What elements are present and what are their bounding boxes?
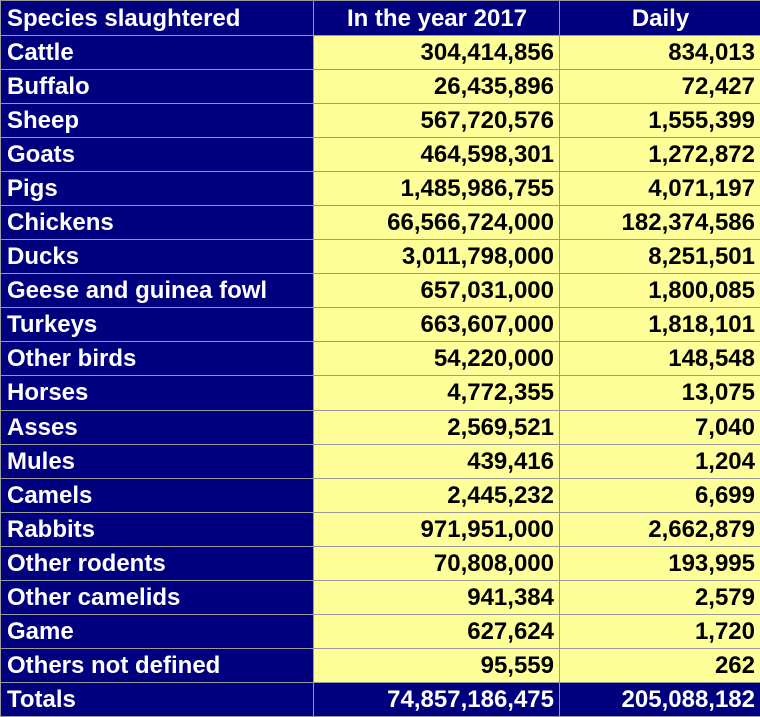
header-daily: Daily bbox=[559, 0, 760, 36]
species-cell: Other birds bbox=[0, 341, 314, 377]
year-cell: 66,566,724,000 bbox=[313, 205, 560, 241]
header-year: In the year 2017 bbox=[313, 0, 560, 36]
table-row: Mules 439,416 1,204 bbox=[0, 443, 760, 479]
year-cell: 464,598,301 bbox=[313, 137, 560, 173]
daily-cell: 262 bbox=[559, 647, 760, 684]
table-row: Chickens 66,566,724,000 182,374,586 bbox=[0, 205, 760, 241]
header-row: Species slaughtered In the year 2017 Dai… bbox=[0, 0, 760, 36]
daily-cell: 182,374,586 bbox=[559, 205, 760, 241]
daily-cell: 6,699 bbox=[559, 477, 760, 513]
species-cell: Geese and guinea fowl bbox=[0, 273, 314, 309]
totals-year: 74,857,186,475 bbox=[313, 682, 560, 717]
year-cell: 2,445,232 bbox=[313, 477, 560, 513]
year-cell: 54,220,000 bbox=[313, 341, 560, 377]
daily-cell: 193,995 bbox=[559, 545, 760, 581]
table-row: Other birds 54,220,000 148,548 bbox=[0, 341, 760, 377]
daily-cell: 1,818,101 bbox=[559, 307, 760, 343]
table-row: Other camelids 941,384 2,579 bbox=[0, 579, 760, 615]
species-cell: Camels bbox=[0, 477, 314, 513]
daily-cell: 8,251,501 bbox=[559, 239, 760, 275]
year-cell: 95,559 bbox=[313, 647, 560, 684]
table-row: Buffalo 26,435,896 72,427 bbox=[0, 69, 760, 105]
daily-cell: 2,579 bbox=[559, 579, 760, 615]
year-cell: 4,772,355 bbox=[313, 375, 560, 411]
year-cell: 439,416 bbox=[313, 443, 560, 479]
year-cell: 2,569,521 bbox=[313, 409, 560, 445]
daily-cell: 1,272,872 bbox=[559, 137, 760, 173]
daily-cell: 1,204 bbox=[559, 443, 760, 479]
table-footer: Totals 74,857,186,475 205,088,182 bbox=[0, 682, 760, 717]
species-cell: Others not defined bbox=[0, 647, 314, 684]
table-row: Sheep 567,720,576 1,555,399 bbox=[0, 103, 760, 139]
daily-cell: 4,071,197 bbox=[559, 171, 760, 207]
daily-cell: 2,662,879 bbox=[559, 511, 760, 547]
daily-cell: 834,013 bbox=[559, 34, 760, 71]
table-row: Game 627,624 1,720 bbox=[0, 613, 760, 649]
header-species: Species slaughtered bbox=[0, 0, 314, 36]
totals-daily: 205,088,182 bbox=[559, 682, 760, 717]
table-row: Goats 464,598,301 1,272,872 bbox=[0, 137, 760, 173]
daily-cell: 7,040 bbox=[559, 409, 760, 445]
year-cell: 663,607,000 bbox=[313, 307, 560, 343]
year-cell: 941,384 bbox=[313, 579, 560, 615]
table-row: Horses 4,772,355 13,075 bbox=[0, 375, 760, 411]
daily-cell: 13,075 bbox=[559, 375, 760, 411]
daily-cell: 1,555,399 bbox=[559, 103, 760, 139]
table-row: Geese and guinea fowl 657,031,000 1,800,… bbox=[0, 273, 760, 309]
table-row: Pigs 1,485,986,755 4,071,197 bbox=[0, 171, 760, 207]
table-row: Ducks 3,011,798,000 8,251,501 bbox=[0, 239, 760, 275]
table-row: Others not defined 95,559 262 bbox=[0, 647, 760, 684]
species-cell: Pigs bbox=[0, 171, 314, 207]
daily-cell: 1,800,085 bbox=[559, 273, 760, 309]
table-row: Rabbits 971,951,000 2,662,879 bbox=[0, 511, 760, 547]
year-cell: 971,951,000 bbox=[313, 511, 560, 547]
species-cell: Rabbits bbox=[0, 511, 314, 547]
species-cell: Goats bbox=[0, 137, 314, 173]
species-cell: Ducks bbox=[0, 239, 314, 275]
species-cell: Other camelids bbox=[0, 579, 314, 615]
totals-row: Totals 74,857,186,475 205,088,182 bbox=[0, 682, 760, 717]
species-cell: Chickens bbox=[0, 205, 314, 241]
species-cell: Mules bbox=[0, 443, 314, 479]
species-cell: Sheep bbox=[0, 103, 314, 139]
daily-cell: 1,720 bbox=[559, 613, 760, 649]
species-cell: Buffalo bbox=[0, 69, 314, 105]
daily-cell: 72,427 bbox=[559, 69, 760, 105]
table-header: Species slaughtered In the year 2017 Dai… bbox=[0, 0, 760, 36]
year-cell: 70,808,000 bbox=[313, 545, 560, 581]
year-cell: 567,720,576 bbox=[313, 103, 560, 139]
species-cell: Game bbox=[0, 613, 314, 649]
year-cell: 26,435,896 bbox=[313, 69, 560, 105]
year-cell: 657,031,000 bbox=[313, 273, 560, 309]
species-cell: Other rodents bbox=[0, 545, 314, 581]
totals-label: Totals bbox=[0, 682, 314, 717]
table-row: Other rodents 70,808,000 193,995 bbox=[0, 545, 760, 581]
year-cell: 1,485,986,755 bbox=[313, 171, 560, 207]
table-row: Camels 2,445,232 6,699 bbox=[0, 477, 760, 513]
species-cell: Turkeys bbox=[0, 307, 314, 343]
species-cell: Asses bbox=[0, 409, 314, 445]
species-cell: Horses bbox=[0, 375, 314, 411]
table-row: Cattle 304,414,856 834,013 bbox=[0, 34, 760, 71]
table-body: Cattle 304,414,856 834,013 Buffalo 26,43… bbox=[0, 34, 760, 684]
year-cell: 627,624 bbox=[313, 613, 560, 649]
year-cell: 304,414,856 bbox=[313, 34, 560, 71]
year-cell: 3,011,798,000 bbox=[313, 239, 560, 275]
table-row: Turkeys 663,607,000 1,818,101 bbox=[0, 307, 760, 343]
table-row: Asses 2,569,521 7,040 bbox=[0, 409, 760, 445]
species-cell: Cattle bbox=[0, 34, 314, 71]
daily-cell: 148,548 bbox=[559, 341, 760, 377]
